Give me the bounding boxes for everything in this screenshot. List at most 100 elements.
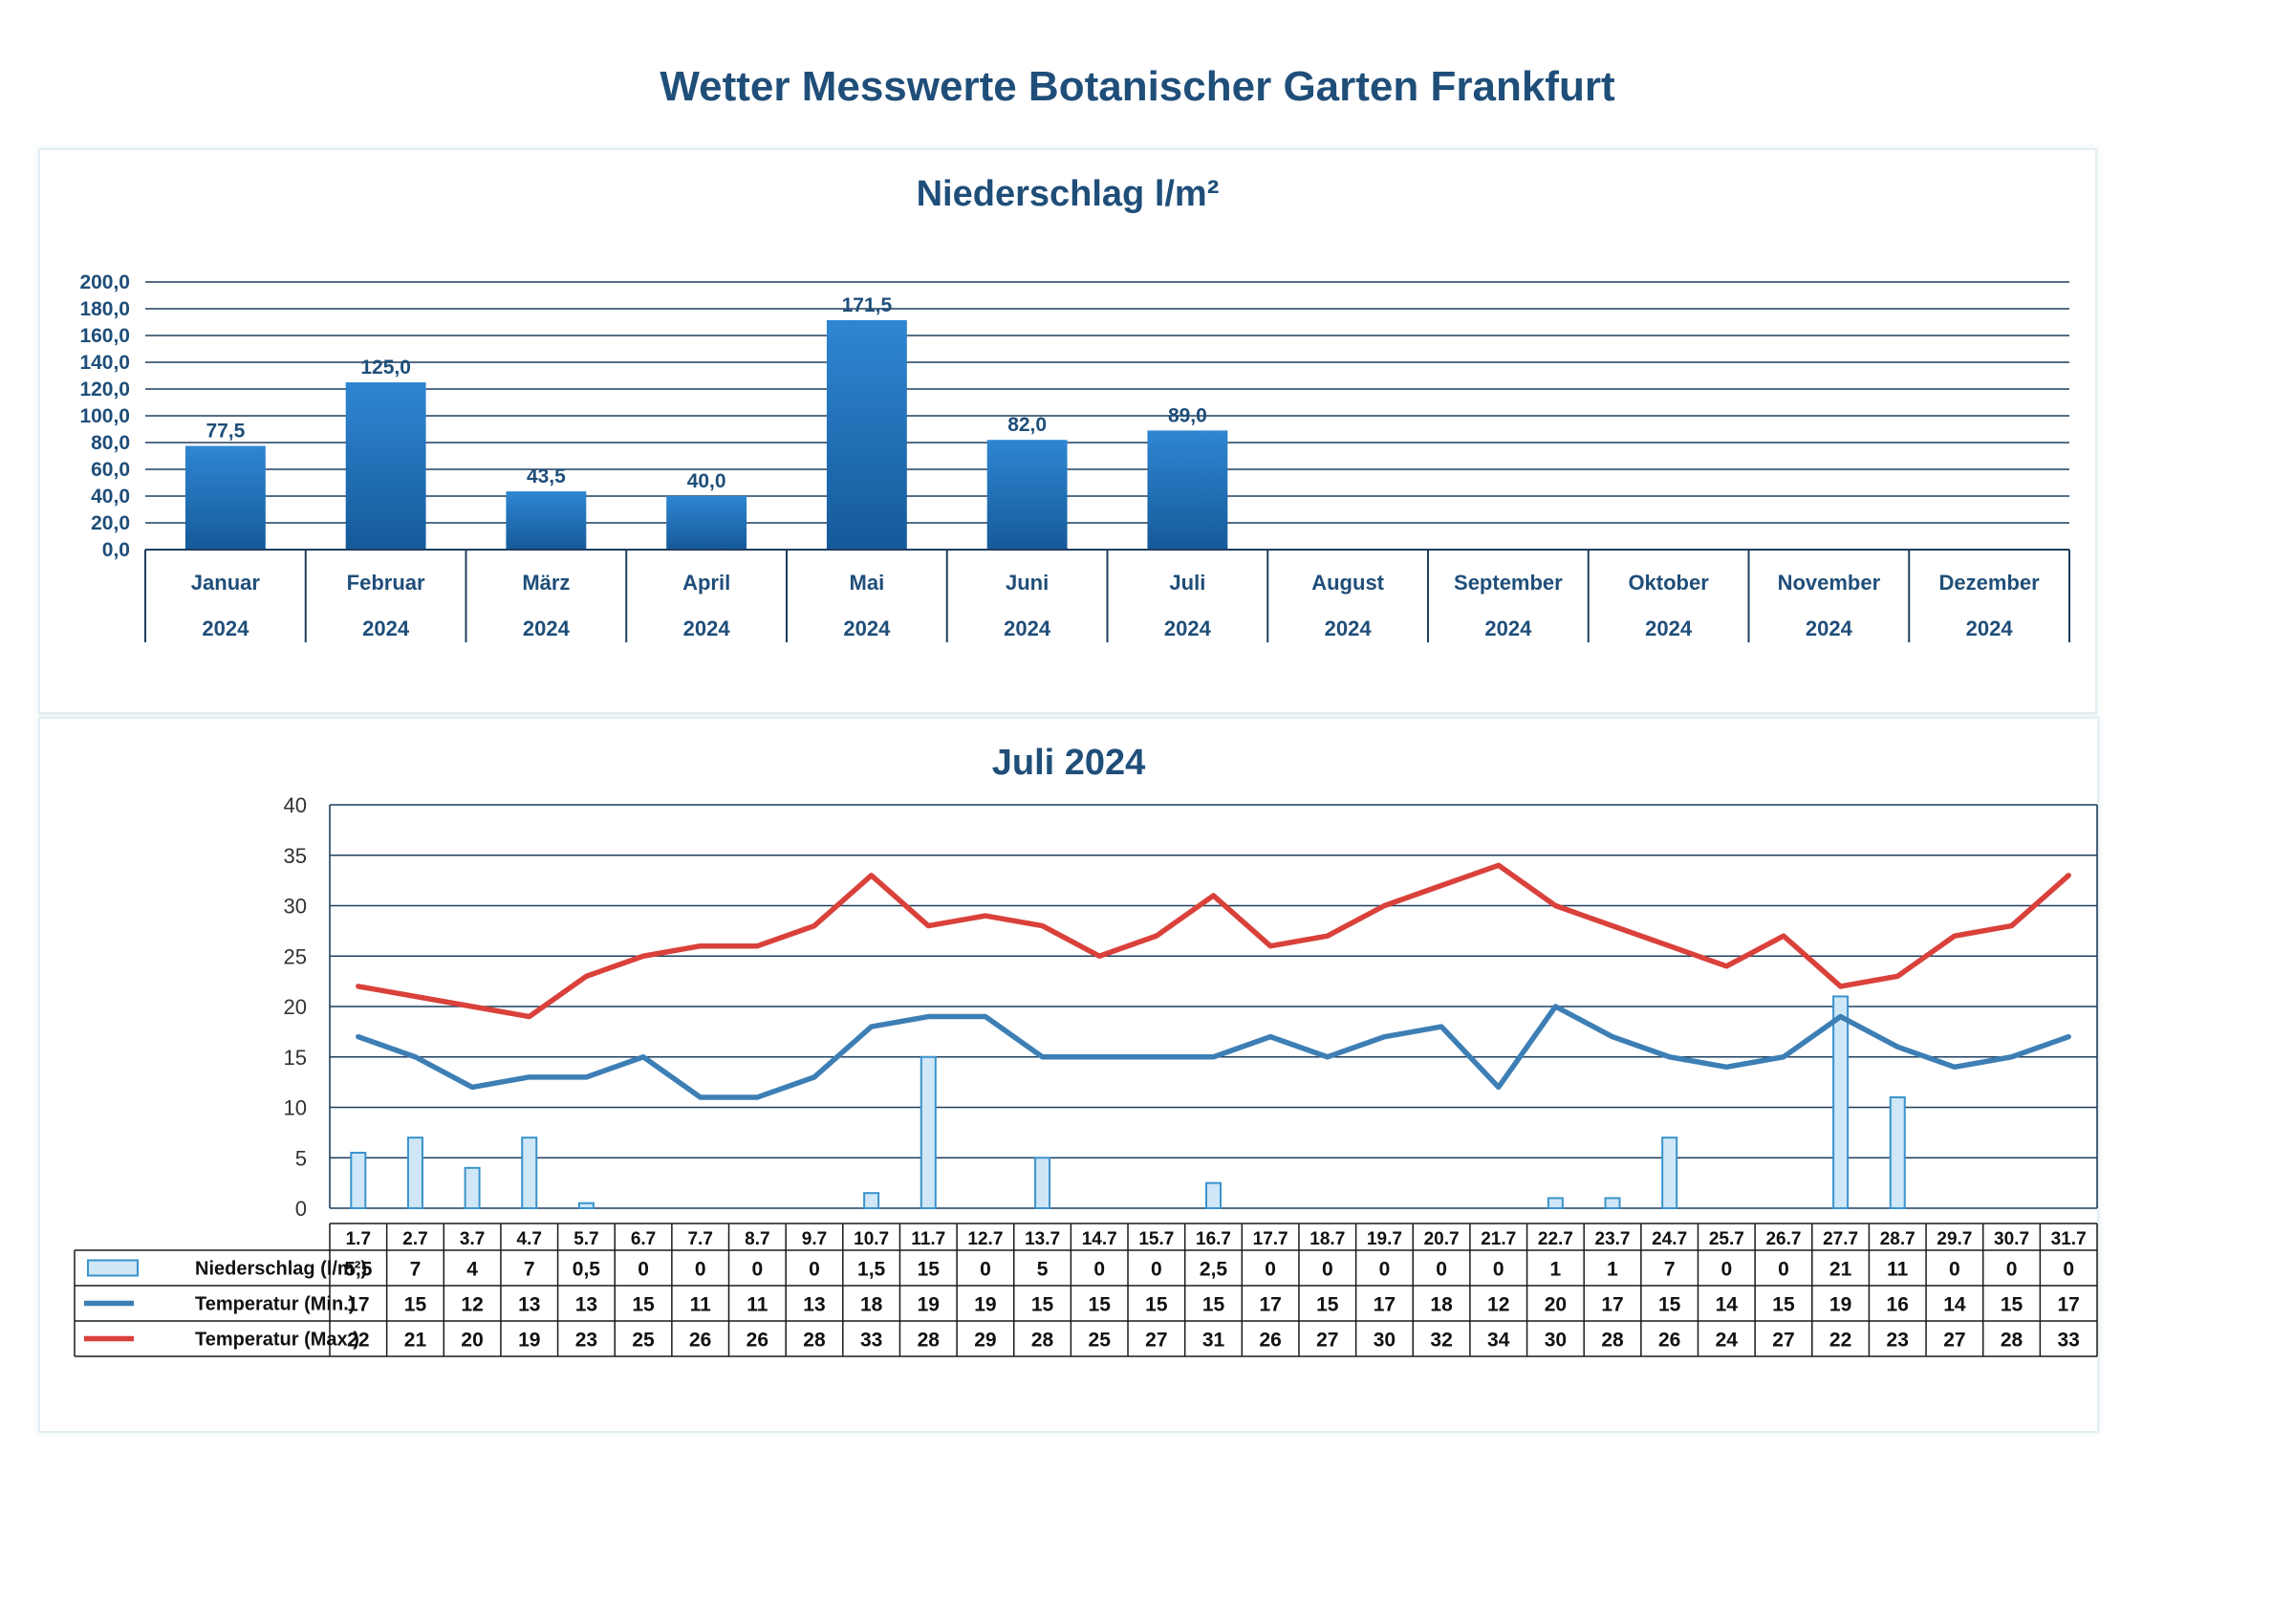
day-label: 25.7: [1709, 1229, 1744, 1249]
precipitation-bar-chart: 0,0 20,0 40,0 60,0 80,0 100,0 120,0 140,0 160,0 1…: [79, 271, 2070, 642]
table-cell: 24: [1716, 1330, 1739, 1352]
table-cell: 0: [638, 1259, 649, 1281]
table-cell: 17: [347, 1294, 369, 1316]
category-label: Dezember: [1939, 571, 2041, 595]
bar-value-label: 40,0: [687, 470, 726, 492]
day-label: 11.7: [911, 1229, 945, 1249]
table-cell: 23: [1887, 1330, 1909, 1352]
table-cell: 12: [1487, 1294, 1509, 1316]
legend-label: Temperatur (Max.): [195, 1330, 359, 1351]
day-label: 28.7: [1880, 1229, 1915, 1249]
table-cell: 11: [690, 1294, 712, 1316]
table-cell: 0: [1436, 1259, 1447, 1281]
y-tick-label: 5: [295, 1146, 307, 1170]
table-cell: 0,5: [573, 1259, 601, 1281]
table-cell: 0: [1493, 1259, 1504, 1281]
july-chart-title: Juli 2024: [991, 743, 1146, 783]
y-tick-label: 40: [284, 793, 307, 817]
rain-bar-28.7: [1889, 1095, 1906, 1210]
table-cell: 15: [1145, 1294, 1168, 1316]
y-tick-label: 20: [284, 995, 307, 1019]
category-year-label: 2024: [1164, 617, 1212, 640]
rain-bar-24.7: [1661, 1137, 1678, 1209]
table-cell: 23: [575, 1330, 597, 1352]
y-tick-label: 0,0: [102, 539, 130, 561]
category-year-label: 2024: [843, 617, 891, 640]
table-cell: 18: [1430, 1294, 1453, 1316]
table-cell: 27: [1316, 1330, 1338, 1352]
table-cell: 11: [747, 1294, 768, 1316]
table-cell: 17: [1374, 1294, 1396, 1316]
y-tick-label: 60,0: [91, 459, 130, 481]
table-cell: 30: [1374, 1330, 1396, 1352]
table-cell: 28: [1031, 1330, 1054, 1352]
day-label: 24.7: [1652, 1229, 1687, 1249]
y-tick-label: 0: [295, 1197, 307, 1221]
day-label: 15.7: [1138, 1229, 1174, 1249]
y-tick-label: 100,0: [79, 405, 130, 427]
table-cell: 17: [1601, 1294, 1623, 1316]
table-cell: 13: [575, 1294, 597, 1316]
table-cell: 17: [1259, 1294, 1281, 1316]
table-cell: 28: [2001, 1330, 2023, 1352]
category-year-label: 2024: [523, 617, 571, 640]
category-label: November: [1778, 571, 1881, 595]
table-cell: 27: [1943, 1330, 1965, 1352]
rain-bar-1.7: [350, 1151, 367, 1210]
july-chart-panel: Juli 2024 0 5 10 15 20 25 30 35 40 1.7 2.7 3.7 4.7 5.…: [38, 717, 2099, 1433]
table-cell: 31: [1202, 1330, 1225, 1352]
rain-bar-27.7: [1832, 995, 1850, 1210]
rain-bar-5.7: [577, 1202, 595, 1210]
table-cell: 26: [747, 1330, 768, 1352]
table-cell: 15: [1316, 1294, 1339, 1316]
table-cell: 0: [1322, 1259, 1333, 1281]
table-cell: 14: [1943, 1294, 1966, 1316]
day-label: 8.7: [745, 1229, 769, 1249]
day-label: 7.7: [687, 1229, 712, 1249]
rain-bar-10.7: [863, 1192, 880, 1209]
table-cell: 14: [1716, 1294, 1739, 1316]
precipitation-chart-title: Niederschlag l/m²: [916, 174, 1220, 214]
category-label: Juni: [1006, 571, 1049, 595]
table-cell: 20: [1545, 1294, 1567, 1316]
table-cell: 12: [461, 1294, 483, 1316]
table-cell: 0: [1151, 1259, 1162, 1281]
day-label: 29.7: [1937, 1229, 1972, 1249]
day-label: 10.7: [854, 1229, 889, 1249]
table-cell: 27: [1772, 1330, 1794, 1352]
category-year-label: 2024: [1325, 617, 1373, 640]
table-cell: 26: [1658, 1330, 1680, 1352]
category-label: Mai: [850, 571, 885, 595]
rain-bar-2.7: [406, 1137, 423, 1209]
table-cell: 30: [1545, 1330, 1567, 1352]
table-cell: 2,5: [1200, 1259, 1228, 1281]
table-cell: 13: [803, 1294, 825, 1316]
table-cell: 0: [695, 1259, 706, 1281]
table-cell: 25: [632, 1330, 655, 1352]
table-cell: 0: [2063, 1259, 2074, 1281]
y-tick-label: 180,0: [79, 298, 130, 320]
bar-februar: [345, 382, 426, 550]
day-label: 14.7: [1082, 1229, 1117, 1249]
table-cell: 0: [809, 1259, 820, 1281]
table-cell: 1,5: [857, 1259, 886, 1281]
category-label: Februar: [347, 571, 425, 595]
table-cell: 11: [1887, 1259, 1909, 1281]
bar-value-label: 82,0: [1007, 414, 1047, 436]
table-cell: 15: [1772, 1294, 1795, 1316]
y-tick-label: 15: [284, 1046, 307, 1070]
day-label: 30.7: [1994, 1229, 2029, 1249]
table-cell: 22: [347, 1330, 369, 1352]
table-cell: 0: [1949, 1259, 1960, 1281]
table-cell: 5: [1037, 1259, 1049, 1281]
table-cell: 15: [632, 1294, 655, 1316]
category-label: Oktober: [1628, 571, 1709, 595]
category-year-label: 2024: [1484, 617, 1532, 640]
table-cell: 19: [918, 1294, 940, 1316]
table-cell: 0: [1093, 1259, 1105, 1281]
day-label: 19.7: [1367, 1229, 1402, 1249]
table-cell: 19: [518, 1330, 540, 1352]
bar-mai: [826, 319, 907, 550]
category-label: Juli: [1169, 571, 1205, 595]
